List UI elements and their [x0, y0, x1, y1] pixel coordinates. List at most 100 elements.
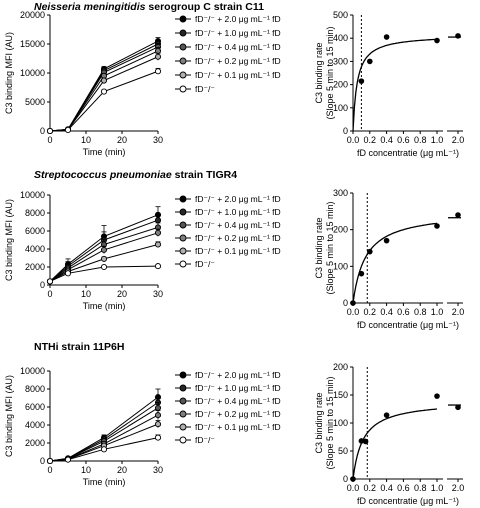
y-tick-label: 200 — [333, 362, 348, 372]
legend-entry: fD⁻/⁻ + 1.0 μg mL⁻¹ fD — [195, 383, 281, 393]
legend-swatch-marker — [179, 436, 187, 444]
legend-entry: fD⁻/⁻ + 2.0 μg mL⁻¹ fD — [195, 194, 281, 204]
y-axis-label: C3 binding MFI (AU) — [4, 375, 14, 457]
data-point — [434, 37, 440, 44]
legend-swatch-marker — [179, 57, 187, 65]
y-tick-label: 0 — [343, 474, 348, 484]
chart-title-italic: Streptococcus pneumoniae — [34, 169, 172, 181]
x-tick-label: 0 — [47, 135, 52, 145]
x-tick-label: 0.4 — [380, 483, 393, 493]
y-tick-label: 10000 — [20, 366, 45, 376]
data-point — [154, 434, 162, 441]
data-point — [383, 34, 390, 40]
data-point — [100, 446, 108, 453]
legend-entry: fD⁻/⁻ + 0.4 μg mL⁻¹ fD — [195, 42, 281, 52]
data-point — [455, 212, 461, 218]
legend-swatch-marker — [179, 410, 187, 418]
y-tick-label: 0 — [343, 298, 348, 308]
x-axis-label: Time (min) — [83, 147, 126, 157]
x-tick-label: 0.0 — [347, 307, 360, 317]
y-axis-label: C3 binding MFI (AU) — [4, 32, 14, 114]
rate-panel-1: 0 100 200 300 400 500 0.0 0.2 0.4 0.6 0.8 1.0 2.0 fD … — [314, 10, 464, 158]
x-tick-label: 30 — [153, 289, 163, 299]
x-tick-label: 2.0 — [452, 135, 465, 145]
x-tick-label: 10 — [81, 289, 91, 299]
data-point — [358, 78, 365, 84]
y-tick-label: 10000 — [20, 190, 45, 200]
series-line — [49, 70, 159, 132]
y-tick-label: 150 — [333, 390, 348, 400]
data-point — [383, 412, 390, 418]
legend-entry: fD⁻/⁻ + 0.4 μg mL⁻¹ fD — [195, 396, 281, 406]
legend-entry: fD⁻/⁻ — [195, 84, 215, 94]
legend-swatch-marker — [179, 247, 187, 255]
data-point — [350, 300, 356, 306]
data-point — [154, 229, 162, 236]
y-axis-label-line: (Slope 5 min to 15 min) — [325, 201, 335, 294]
y-axis-label: C3 binding rate(Slope 5 min to 15 min) — [314, 376, 335, 469]
series-line — [49, 219, 159, 282]
fit-curve — [352, 222, 438, 304]
x-axis-label: fD concentratie (μg mL⁻¹) — [357, 496, 459, 506]
series-line — [49, 43, 159, 132]
series-line — [49, 265, 159, 282]
data-point — [367, 58, 373, 65]
series-line — [49, 226, 159, 282]
legend-swatch-marker — [179, 15, 187, 23]
legend-entry: fD⁻/⁻ + 0.2 μg mL⁻¹ fD — [195, 56, 281, 66]
y-axis-label: C3 binding rate(Slope 5 min to 15 min) — [314, 26, 335, 119]
data-point — [64, 456, 72, 463]
x-axis-label: fD concentratie (μg mL⁻¹) — [357, 320, 459, 330]
x-tick-label: 0.4 — [380, 307, 393, 317]
y-tick-label: 100 — [333, 418, 348, 428]
data-point — [434, 223, 440, 229]
data-point — [46, 278, 54, 285]
x-tick-label: 0.8 — [414, 483, 427, 493]
data-point — [100, 255, 108, 262]
x-tick-label: 2.0 — [452, 483, 465, 493]
data-point — [455, 33, 461, 39]
legend-swatch-marker — [179, 234, 187, 242]
x-tick-label: 20 — [117, 289, 127, 299]
x-tick-label: 0.4 — [380, 135, 393, 145]
x-tick-label: 30 — [153, 465, 163, 475]
y-tick-label: 6000 — [25, 402, 45, 412]
data-point — [154, 404, 162, 411]
data-point — [383, 237, 390, 244]
legend-entry: fD⁻/⁻ + 0.1 μg mL⁻¹ fD — [195, 70, 281, 80]
x-tick-label: 0.0 — [347, 483, 360, 493]
series-line — [49, 437, 159, 462]
legend-swatch-marker — [179, 221, 187, 229]
rate-panel-3: 0 50 100 150 200 0.0 0.2 0.4 0.6 0.8 1.0 2.0 fD conc… — [314, 362, 464, 506]
x-tick-label: 0.6 — [397, 135, 410, 145]
x-tick-label: 1.0 — [431, 307, 444, 317]
legend-entry: fD⁻/⁻ + 1.0 μg mL⁻¹ fD — [195, 207, 281, 217]
legend-swatch-marker — [179, 85, 187, 93]
y-tick-label: 0 — [40, 126, 45, 136]
x-tick-label: 0.8 — [414, 135, 427, 145]
y-tick-label: 300 — [333, 56, 348, 66]
y-axis-label-line: C3 binding rate — [314, 42, 324, 103]
data-point — [154, 412, 162, 419]
y-tick-label: 2000 — [25, 262, 45, 272]
series-line — [49, 244, 159, 282]
data-point — [46, 127, 54, 135]
data-point — [358, 270, 365, 277]
y-tick-label: 8000 — [25, 208, 45, 218]
chart-title-italic: Neisseria meningitidis — [34, 1, 146, 13]
y-tick-label: 20000 — [20, 10, 45, 20]
x-tick-label: 20 — [117, 135, 127, 145]
data-point — [154, 47, 162, 55]
x-tick-label: 10 — [81, 135, 91, 145]
x-tick-label: 0.0 — [347, 135, 360, 145]
legend-entry: fD⁻/⁻ + 0.1 μg mL⁻¹ fD — [195, 422, 281, 432]
data-point — [154, 263, 162, 270]
x-axis-label: Time (min) — [83, 301, 126, 311]
data-point — [100, 263, 108, 271]
y-tick-label: 4000 — [25, 420, 45, 430]
x-tick-label: 1.0 — [431, 135, 444, 145]
chart-title: NTHi strain 11P6H — [34, 341, 124, 353]
legend-swatch-marker — [179, 43, 187, 51]
y-tick-label: 15000 — [20, 39, 45, 49]
